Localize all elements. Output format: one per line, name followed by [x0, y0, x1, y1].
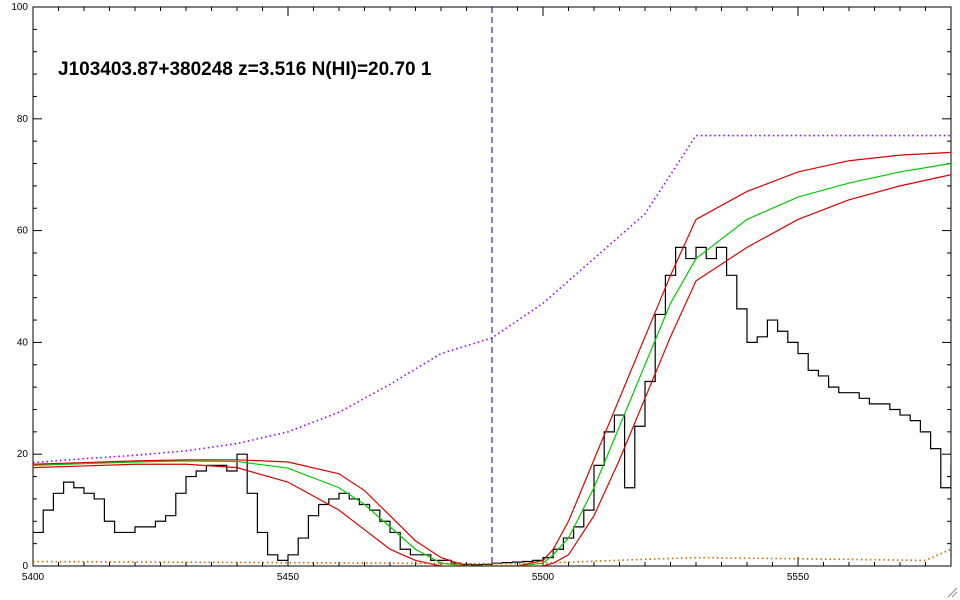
- y-tick-label: 100: [11, 2, 28, 13]
- error-line: [33, 548, 951, 565]
- dla-model-lower-line: [33, 174, 951, 566]
- dla-model-line: [33, 162, 951, 566]
- y-tick-label: 80: [17, 114, 29, 125]
- x-tick-label: 5500: [532, 572, 555, 583]
- x-tick-label: 5400: [22, 572, 45, 583]
- y-tick-label: 40: [17, 337, 29, 348]
- x-tick-label: 5550: [787, 572, 810, 583]
- resize-handle-icon[interactable]: [947, 587, 958, 598]
- plot-area: [33, 7, 951, 566]
- x-tick-label: 5450: [277, 572, 300, 583]
- y-tick-label: 60: [17, 226, 29, 237]
- y-tick-label: 20: [17, 449, 29, 460]
- dla-model-upper-line: [33, 151, 951, 566]
- continuum-line: [33, 134, 951, 464]
- chart-title: J103403.87+380248 z=3.516 N(HI)=20.70 1: [58, 59, 432, 80]
- tick-labels: 5400 5450 5500 5550 0 20 40 60 80 100: [11, 2, 809, 583]
- y-tick-label: 0: [22, 561, 28, 572]
